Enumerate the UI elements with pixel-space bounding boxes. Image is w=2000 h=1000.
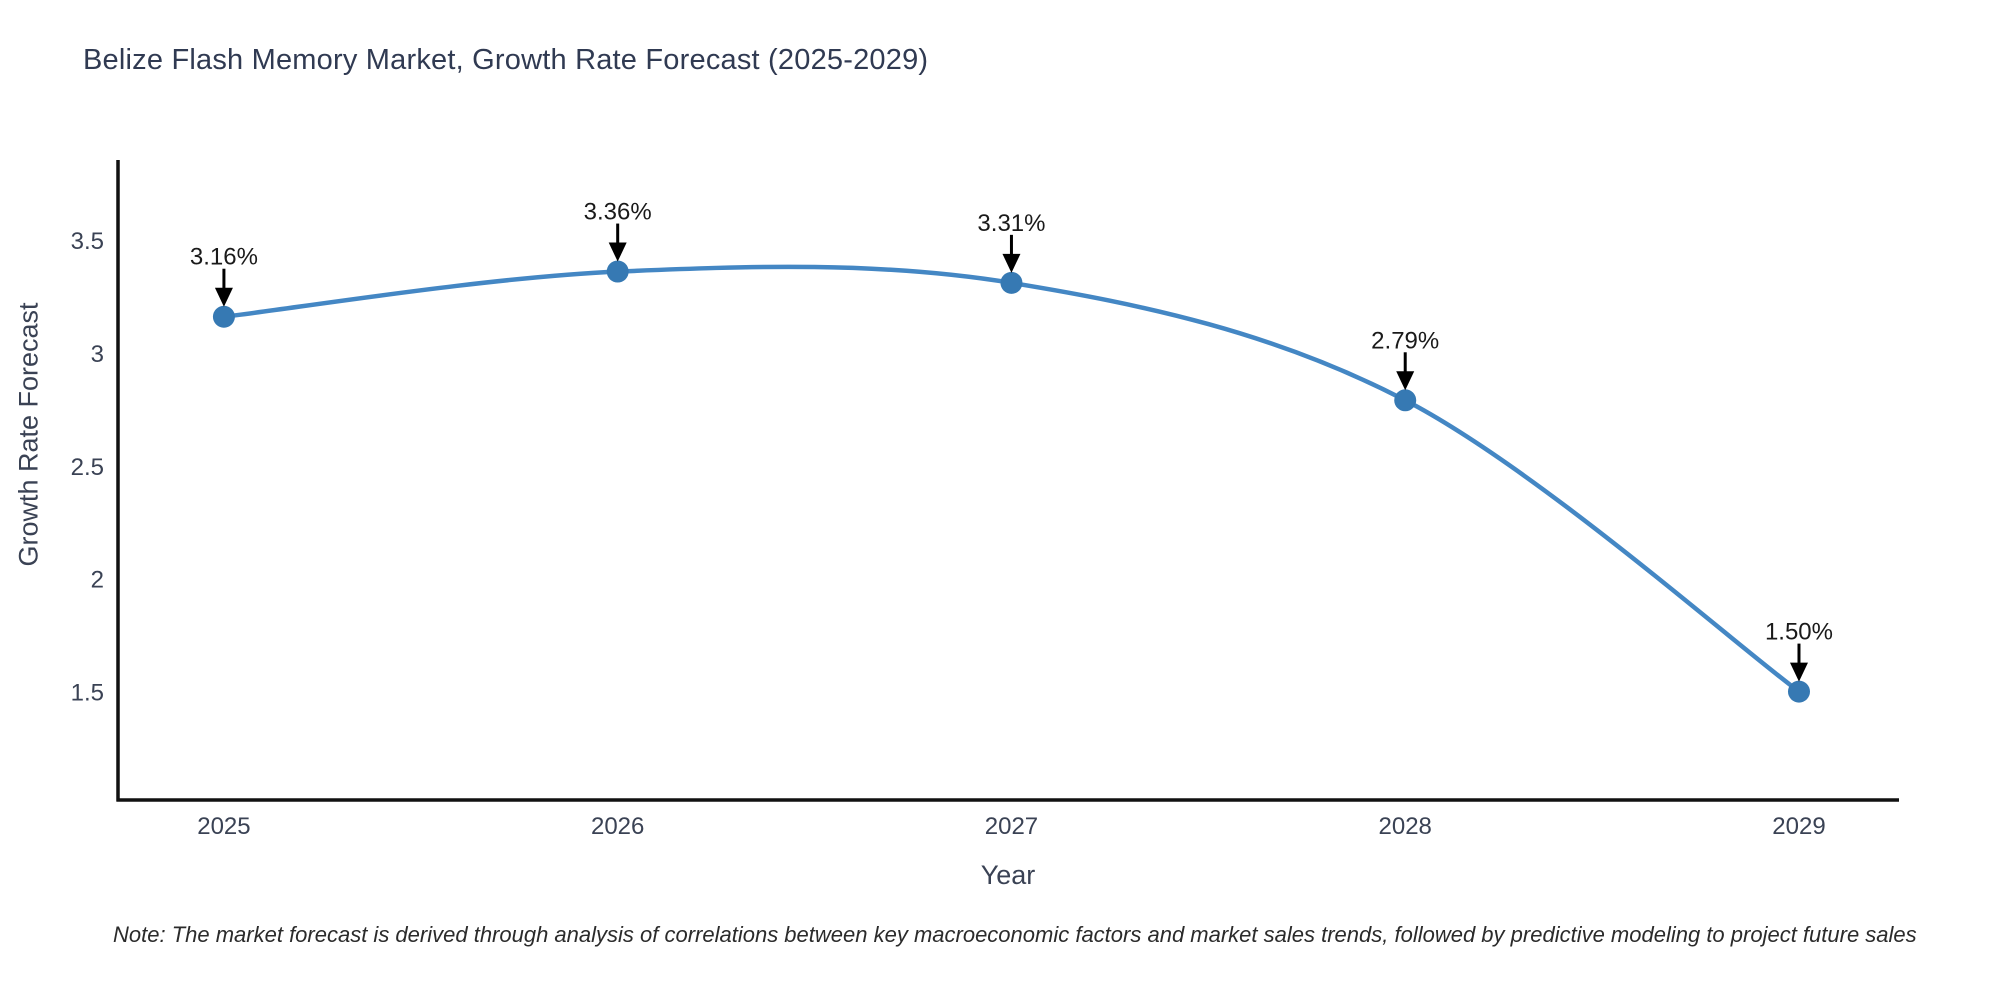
y-tick-label: 2 [91,567,104,594]
chart-title: Belize Flash Memory Market, Growth Rate … [83,44,929,76]
data-point-marker [606,260,629,283]
data-point-marker [1787,680,1810,703]
x-tick-label: 2025 [197,813,250,840]
y-axis-title: Growth Rate Forecast [13,302,44,567]
y-tick-label: 1.5 [71,680,104,707]
annotation-arrowhead-icon [1002,253,1021,273]
annotation-arrowhead-icon [214,287,233,307]
data-point-marker [1000,271,1023,294]
annotation-arrowhead-icon [1396,371,1415,391]
y-tick-label: 3.5 [71,228,104,255]
point-annotation-label: 2.79% [1371,327,1439,354]
annotation-arrowhead-icon [608,242,627,262]
x-axis-title: Year [980,860,1036,890]
y-tick-label: 3 [91,341,104,368]
point-annotation-label: 3.16% [190,244,258,271]
x-tick-label: 2026 [591,813,644,840]
footnote: Note: The market forecast is derived thr… [113,922,1917,947]
data-point-marker [212,305,235,328]
y-tick-label: 2.5 [71,454,104,481]
point-annotation-label: 3.36% [584,199,652,226]
x-tick-label: 2028 [1379,813,1432,840]
point-annotation-label: 3.31% [977,210,1045,237]
point-annotation-label: 1.50% [1765,619,1833,646]
x-tick-label: 2027 [985,813,1038,840]
annotation-arrowhead-icon [1789,662,1808,682]
x-tick-label: 2029 [1772,813,1825,840]
data-point-marker [1394,389,1417,412]
curve-path [221,264,1802,694]
